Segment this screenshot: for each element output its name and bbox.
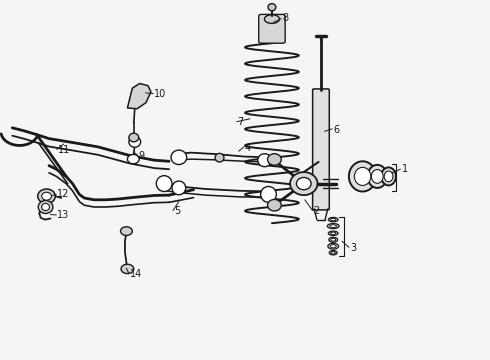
FancyBboxPatch shape (259, 14, 285, 43)
Ellipse shape (330, 219, 336, 221)
Ellipse shape (265, 15, 279, 23)
Ellipse shape (268, 4, 276, 11)
Text: 11: 11 (58, 145, 70, 156)
Ellipse shape (371, 170, 383, 183)
Text: 10: 10 (154, 89, 167, 99)
Ellipse shape (328, 231, 338, 235)
Ellipse shape (354, 167, 371, 185)
Ellipse shape (38, 189, 55, 203)
Text: 7: 7 (238, 117, 244, 127)
Ellipse shape (328, 243, 339, 249)
Ellipse shape (331, 238, 336, 241)
FancyBboxPatch shape (313, 89, 329, 210)
Ellipse shape (129, 136, 141, 147)
Ellipse shape (268, 154, 281, 165)
Text: 12: 12 (57, 189, 70, 199)
Ellipse shape (349, 161, 376, 192)
Polygon shape (127, 84, 151, 109)
Ellipse shape (38, 201, 53, 213)
Ellipse shape (290, 172, 318, 195)
Text: 3: 3 (350, 243, 356, 253)
Ellipse shape (42, 192, 51, 200)
Ellipse shape (296, 177, 311, 190)
Ellipse shape (384, 171, 393, 182)
Text: 1: 1 (402, 164, 408, 174)
Ellipse shape (330, 245, 336, 248)
Text: 8: 8 (282, 13, 288, 23)
Ellipse shape (156, 176, 172, 192)
Ellipse shape (368, 165, 387, 188)
Ellipse shape (331, 252, 335, 254)
Ellipse shape (258, 154, 271, 167)
Ellipse shape (327, 224, 339, 229)
Ellipse shape (330, 232, 336, 234)
Text: 5: 5 (174, 206, 180, 216)
Ellipse shape (215, 153, 224, 162)
Ellipse shape (329, 251, 337, 255)
Ellipse shape (121, 264, 134, 274)
Text: 9: 9 (138, 150, 144, 161)
Text: 13: 13 (57, 210, 70, 220)
Ellipse shape (329, 237, 338, 242)
Ellipse shape (381, 167, 396, 185)
Ellipse shape (268, 199, 281, 211)
Text: 6: 6 (333, 125, 339, 135)
Text: 4: 4 (245, 143, 251, 153)
Text: 2: 2 (314, 206, 320, 216)
Ellipse shape (42, 203, 49, 211)
Ellipse shape (129, 133, 139, 142)
Ellipse shape (330, 225, 337, 228)
Ellipse shape (172, 181, 186, 195)
Ellipse shape (328, 217, 338, 222)
Text: 14: 14 (130, 269, 142, 279)
Ellipse shape (171, 150, 187, 165)
Ellipse shape (127, 154, 139, 164)
Ellipse shape (261, 186, 276, 202)
Ellipse shape (121, 227, 132, 235)
